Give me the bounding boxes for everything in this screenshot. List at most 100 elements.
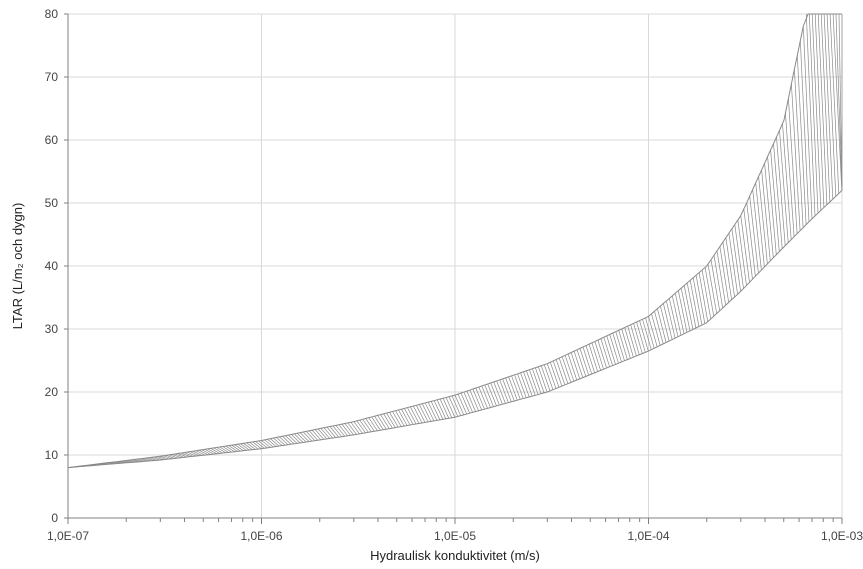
hatch-line: [773, 143, 783, 249]
y-tick-label: 40: [45, 259, 59, 273]
hatch-line: [359, 419, 369, 433]
hatch-line: [791, 83, 801, 231]
hatch-line: [618, 330, 628, 360]
hatch-line: [475, 387, 485, 410]
hatch-line: [276, 437, 286, 446]
y-tick-label: 20: [45, 385, 59, 399]
hatch-line: [255, 441, 265, 449]
hatch-line: [377, 415, 387, 430]
hatch-line: [526, 370, 536, 396]
hatch-line: [663, 303, 673, 340]
hatch-line: [832, 13, 843, 191]
hatch-line: [529, 369, 539, 395]
hatch-line: [570, 352, 581, 380]
hatch-line: [186, 451, 196, 457]
hatch-line: [472, 388, 482, 411]
hatch-line: [243, 443, 253, 450]
hatch-line: [761, 169, 771, 261]
hatch-line: [127, 459, 137, 463]
hatch-line: [713, 255, 724, 309]
hatch-line: [737, 220, 747, 286]
hatch-line: [365, 418, 375, 432]
hatch-line: [344, 423, 354, 436]
hatch-line: [454, 394, 465, 415]
hatch-line: [820, 13, 831, 202]
hatch-line: [692, 277, 703, 326]
hatch-line: [532, 368, 542, 394]
hatch-line: [698, 272, 709, 322]
hatch-line: [392, 411, 402, 427]
hatch-line: [457, 393, 468, 415]
hatch-line: [567, 353, 578, 381]
hatch-line: [538, 366, 548, 393]
hatch-line: [279, 436, 289, 445]
hatch-line: [421, 403, 432, 422]
hatch-line: [499, 379, 509, 403]
hatch-line: [776, 136, 786, 246]
hatch-line: [424, 402, 435, 422]
hatch-line: [633, 323, 643, 354]
hatch-line: [555, 359, 566, 386]
hatch-line: [115, 461, 125, 464]
hatch-line: [838, 13, 843, 191]
hatch-line: [561, 356, 572, 383]
hatch-line: [749, 195, 759, 274]
hatch-line: [222, 446, 232, 453]
hatch-line: [579, 348, 590, 376]
hatch-line: [582, 346, 593, 375]
hatch-line: [731, 228, 741, 292]
hatch-line: [600, 338, 610, 367]
hatch-line: [788, 98, 798, 234]
hatch-line: [314, 429, 325, 440]
hatch-line: [288, 434, 298, 444]
hatch-line: [648, 316, 658, 347]
hatch-line: [100, 463, 110, 465]
hatch-line: [719, 246, 730, 303]
hatch-line: [487, 383, 497, 407]
hatch-line: [192, 450, 202, 456]
hatch-line: [249, 442, 259, 450]
hatch-line: [823, 13, 834, 200]
hatch-line: [445, 397, 456, 418]
hatch-line: [383, 413, 393, 429]
hatch-line: [412, 405, 423, 424]
hatch-line: [219, 446, 229, 453]
hatch-line: [654, 311, 664, 344]
grid: [68, 13, 843, 518]
hatch-line: [142, 458, 152, 462]
hatch-line: [481, 385, 491, 408]
hatch-line: [151, 457, 161, 461]
hatch-line: [136, 458, 146, 462]
hatch-line: [514, 374, 524, 399]
hatch-line: [418, 404, 429, 423]
x-tick-label: 1,0E-03: [821, 529, 863, 543]
hatch-line: [591, 342, 601, 371]
hatch-line: [293, 433, 304, 443]
hatch-line: [835, 13, 843, 191]
hatch-line: [651, 313, 661, 346]
hatch-line: [523, 371, 533, 397]
hatch-line: [154, 456, 164, 461]
x-tick-label: 1,0E-04: [627, 529, 669, 543]
hatch-line: [707, 264, 718, 314]
hatch-line: [427, 402, 438, 421]
lower-boundary-line: [67, 190, 843, 469]
hatch-line: [764, 163, 774, 258]
hatch-line: [133, 459, 143, 462]
hatch-line: [802, 26, 813, 219]
hatch-line: [415, 405, 426, 423]
hatch-line: [609, 334, 619, 364]
y-tick-label: 0: [51, 511, 58, 525]
hatch-line: [460, 392, 471, 414]
hatch-line: [743, 209, 753, 280]
hatch-line: [401, 409, 411, 426]
hatch-line: [782, 123, 792, 240]
hatch-line: [311, 429, 322, 441]
hatch-line: [686, 282, 697, 329]
hatch-line: [642, 319, 652, 350]
x-tick-label: 1,0E-06: [240, 529, 282, 543]
hatch-line: [172, 454, 182, 459]
hatch-line: [112, 461, 122, 464]
hatch-line: [207, 448, 217, 455]
hatch-line: [109, 462, 119, 464]
